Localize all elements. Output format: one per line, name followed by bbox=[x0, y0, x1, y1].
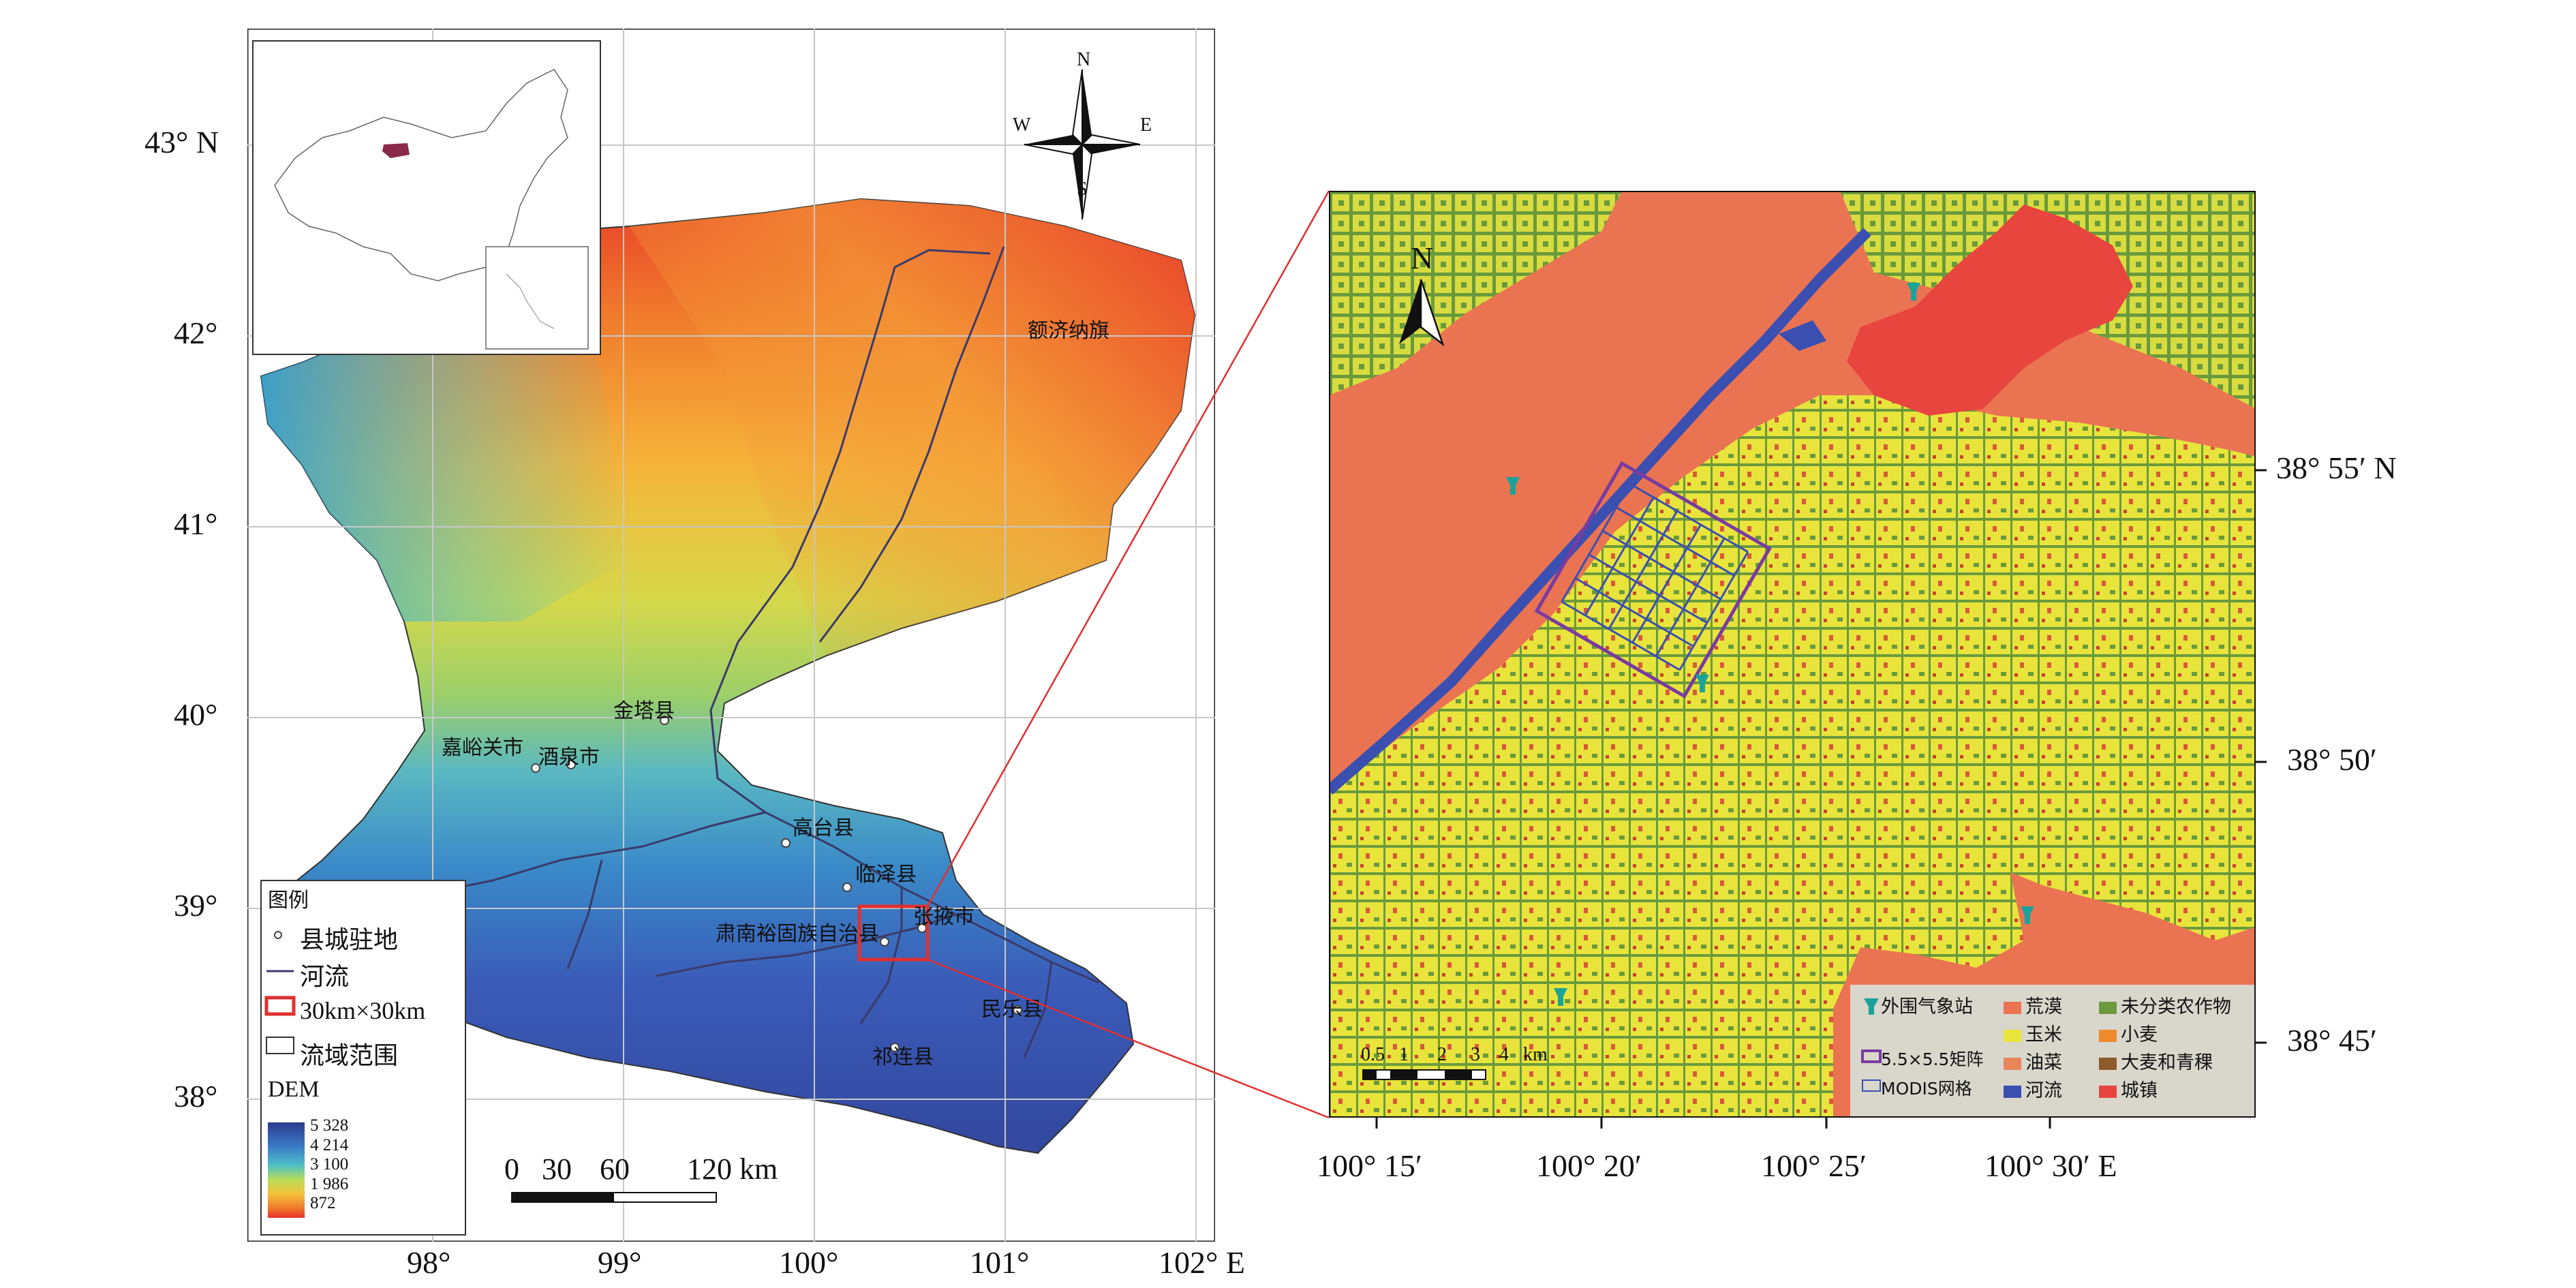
legend-county-seat: 县城驻地 bbox=[300, 926, 399, 954]
compass-e: E bbox=[1140, 114, 1152, 136]
place-jiuquan: 酒泉市 bbox=[538, 746, 600, 769]
lat-label-42: 42° bbox=[174, 316, 218, 350]
left-map-svg bbox=[246, 27, 1216, 1243]
rscale-4: 4 bbox=[1499, 1044, 1509, 1065]
right-north-label: N bbox=[1411, 241, 1434, 275]
legend-box: 30km×30km bbox=[300, 997, 426, 1024]
dem-value-max: 5 328 bbox=[310, 1116, 349, 1135]
left-graticule bbox=[247, 29, 1215, 1242]
rivers bbox=[424, 246, 1100, 1058]
weather-stations bbox=[1506, 283, 2034, 1006]
scale-60: 60 bbox=[600, 1152, 630, 1186]
dem-values: 5 328 4 214 3 100 1 986 872 bbox=[310, 1116, 348, 1214]
rlegend-barley: 大麦和青稞 bbox=[2121, 1052, 2213, 1073]
right-scale-labels: 0.5 1 2 3 4 km bbox=[1361, 1044, 1548, 1066]
basin-in-china bbox=[382, 143, 410, 158]
lon-label-98: 98° bbox=[407, 1245, 451, 1280]
rlegend-unclassified: 未分类农作物 bbox=[2121, 996, 2231, 1017]
scale-30: 30 bbox=[542, 1152, 572, 1186]
right-map-svg bbox=[1325, 189, 2257, 1119]
rlegend-maize: 玉米 bbox=[2025, 1024, 2062, 1045]
study-box bbox=[857, 904, 930, 962]
rlon-10025: 100° 25′ bbox=[1761, 1148, 1867, 1183]
rlon-10015: 100° 15′ bbox=[1317, 1148, 1422, 1183]
compass-s: S bbox=[1077, 179, 1088, 200]
dem-value-min: 872 bbox=[310, 1194, 336, 1212]
rlegend-wheat: 小麦 bbox=[2121, 1024, 2158, 1045]
right-map bbox=[1325, 189, 2257, 1119]
rlon-10020: 100° 20′ bbox=[1536, 1148, 1642, 1183]
scale-0: 0 bbox=[504, 1152, 519, 1186]
south-sea-inset bbox=[485, 246, 589, 350]
lon-label-100: 100° bbox=[779, 1245, 839, 1280]
place-jinta: 金塔县 bbox=[613, 699, 675, 723]
rlat-3855: 38° 55′ N bbox=[2276, 450, 2397, 485]
town-area bbox=[1847, 204, 2133, 416]
place-sunan: 肃南裕固族自治县 bbox=[716, 922, 879, 946]
place-jiayuguan: 嘉峪关市 bbox=[442, 736, 523, 760]
lon-label-99: 99° bbox=[598, 1245, 642, 1280]
lon-label-101: 101° bbox=[970, 1245, 1030, 1280]
rlegend-matrix: 5.5×5.5矩阵 bbox=[1881, 1049, 1984, 1069]
compass-rose bbox=[1024, 69, 1141, 220]
rscale-3: 3 bbox=[1471, 1044, 1480, 1065]
rlegend-town: 城镇 bbox=[2121, 1080, 2158, 1101]
rscale-km: km bbox=[1523, 1044, 1548, 1065]
legend-basin: 流域范围 bbox=[300, 1042, 399, 1070]
china-outline bbox=[274, 69, 568, 281]
rlegend-river: 河流 bbox=[2025, 1080, 2062, 1101]
right-legend-panel bbox=[1850, 985, 2256, 1118]
place-zhangye: 张掖市 bbox=[913, 905, 975, 929]
lon-label-102: 102° E bbox=[1159, 1245, 1245, 1280]
river-channel bbox=[1325, 228, 1871, 795]
lat-label-38: 38° bbox=[174, 1079, 218, 1114]
right-scale-bar bbox=[1362, 1069, 1486, 1080]
compass-n: N bbox=[1077, 49, 1091, 70]
rlat-3850: 38° 50′ bbox=[2287, 742, 2377, 777]
place-qilian: 祁连县 bbox=[872, 1045, 934, 1069]
right-north-arrow bbox=[1399, 279, 1445, 347]
rlat-3845: 38° 45′ bbox=[2287, 1023, 2377, 1058]
rlon-10030: 100° 30′ E bbox=[1984, 1148, 2117, 1183]
rscale-2: 2 bbox=[1437, 1044, 1447, 1065]
compass-w: W bbox=[1013, 114, 1031, 136]
county-seats bbox=[531, 716, 1022, 1052]
left-map bbox=[246, 27, 1216, 1243]
left-scale-bar bbox=[511, 1192, 717, 1203]
place-ejin: 额济纳旗 bbox=[1028, 319, 1109, 343]
legend-river: 河流 bbox=[300, 963, 350, 991]
lat-label-41: 41° bbox=[174, 506, 218, 541]
legend-dem-title: DEM bbox=[268, 1077, 320, 1102]
rlegend-station: 外围气象站 bbox=[1881, 996, 1973, 1017]
rlegend-desert: 荒漠 bbox=[2025, 996, 2062, 1017]
dem-value-3: 3 100 bbox=[310, 1155, 349, 1174]
lat-label-43: 43° N bbox=[144, 125, 219, 159]
dem-value-4: 1 986 bbox=[310, 1174, 349, 1193]
place-linze: 临泽县 bbox=[855, 863, 917, 887]
lat-label-40: 40° bbox=[174, 697, 218, 732]
lat-label-39: 39° bbox=[174, 888, 218, 923]
place-gaotai: 高台县 bbox=[793, 816, 854, 840]
rscale-1: 1 bbox=[1399, 1044, 1409, 1065]
scale-120: 120 km bbox=[687, 1152, 778, 1186]
dem-value-2: 4 214 bbox=[310, 1135, 349, 1154]
rlegend-rapeseed: 油菜 bbox=[2025, 1052, 2062, 1073]
nw-crop-area bbox=[1329, 191, 1622, 395]
dem-colorbar bbox=[268, 1122, 305, 1218]
rscale-05: 0.5 bbox=[1361, 1044, 1385, 1065]
oasis-cropland bbox=[1329, 395, 2256, 1118]
matrix-grid bbox=[1534, 461, 1772, 699]
rlegend-modis: MODIS网格 bbox=[1881, 1079, 1972, 1099]
legend-title: 图例 bbox=[268, 889, 309, 913]
